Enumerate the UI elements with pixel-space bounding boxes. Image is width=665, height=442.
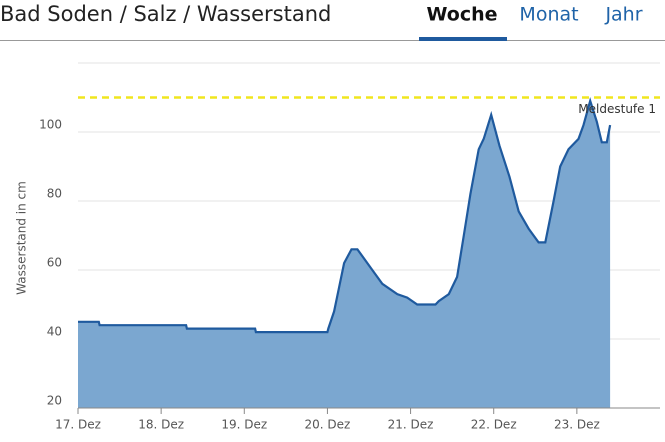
x-tick-label: 22. Dez (471, 418, 517, 432)
x-tick-label: 20. Dez (305, 418, 351, 432)
x-tick-label: 17. Dez (55, 418, 101, 432)
y-tick-label: 20 (47, 394, 62, 408)
x-tick-label: 19. Dez (221, 418, 267, 432)
y-tick-label: 80 (47, 187, 62, 201)
y-tick-label: 40 (47, 325, 62, 339)
x-tick-label: 18. Dez (138, 418, 184, 432)
y-tick-label: 100 (39, 118, 62, 132)
page-title: Bad Soden / Salz / Wasserstand (0, 2, 331, 26)
area (78, 100, 611, 409)
line (78, 97, 612, 334)
x-tick-label: 23. Dez (554, 418, 600, 432)
x-tick-label: 21. Dez (388, 418, 434, 432)
active-tab-underline (419, 37, 507, 41)
tab[interactable]: Jahr (604, 4, 642, 26)
tab[interactable]: Woche (426, 4, 497, 26)
threshold-label: Meldestufe 1 (578, 102, 656, 116)
y-tick-label: 60 (47, 256, 62, 270)
y-axis-label: Wasserstand in cm (15, 181, 29, 295)
tab[interactable]: Monat (519, 4, 578, 26)
